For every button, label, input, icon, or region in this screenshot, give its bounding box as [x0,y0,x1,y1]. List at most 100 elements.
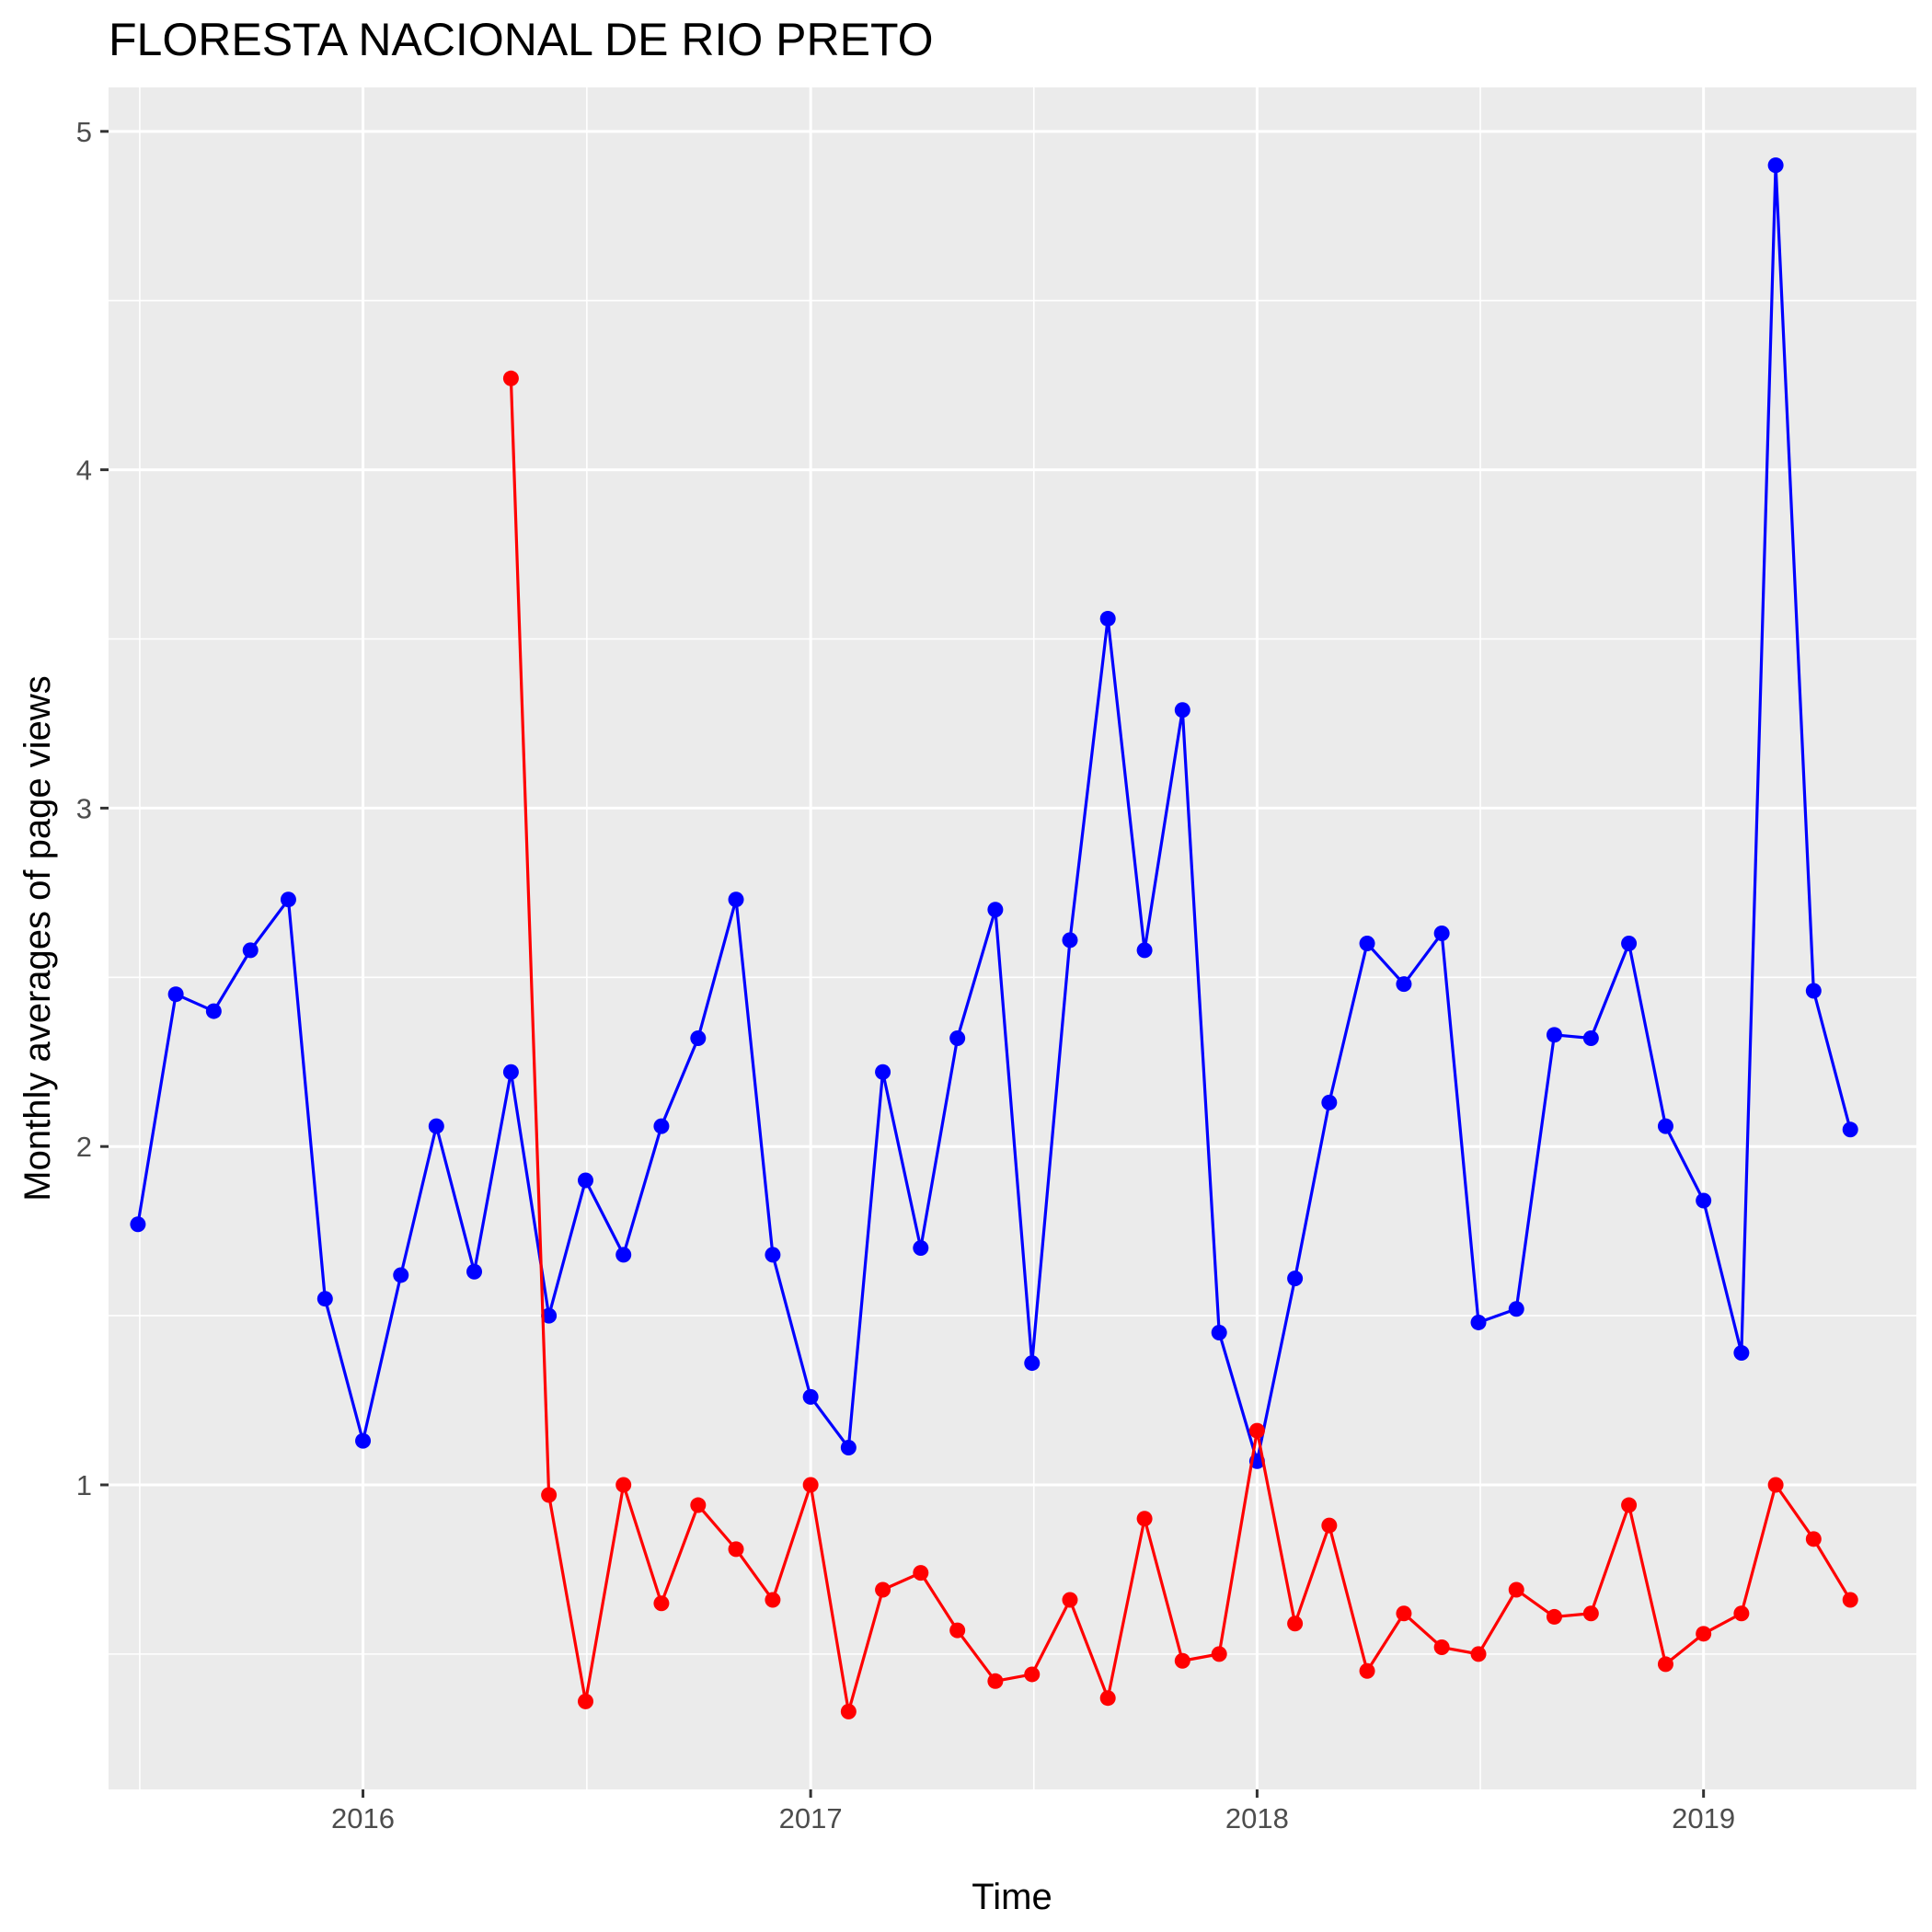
data-point-series-1 [913,1240,929,1257]
data-point-series-1 [167,986,184,1003]
data-point-series-1 [541,1307,558,1324]
data-point-series-1 [316,1291,333,1307]
data-point-series-1 [1767,157,1784,174]
data-point-series-1 [1842,1121,1858,1138]
x-tick-label: 2017 [779,1802,843,1834]
data-point-series-1 [1062,932,1078,949]
y-axis: 1 2 3 4 5 [76,116,109,1501]
data-point-series-1 [502,1064,519,1080]
data-point-series-1 [466,1263,483,1280]
data-point-series-2 [502,370,519,386]
data-point-series-1 [1546,1027,1562,1043]
data-point-series-2 [1657,1656,1673,1673]
data-point-series-2 [1470,1646,1487,1662]
data-point-series-2 [1024,1666,1041,1683]
data-point-series-1 [840,1440,857,1456]
data-point-series-1 [690,1030,707,1046]
data-point-series-1 [1805,983,1822,999]
data-point-series-1 [428,1118,444,1134]
y-tick-label: 4 [76,454,92,487]
data-point-series-1 [653,1118,670,1134]
data-point-series-1 [393,1267,409,1283]
data-point-series-1 [949,1030,966,1046]
data-point-series-2 [615,1477,632,1493]
data-point-series-2 [653,1595,670,1612]
series-layer [130,157,1858,1719]
data-point-series-1 [728,891,744,908]
data-point-series-2 [1621,1497,1638,1513]
data-point-series-2 [1174,1652,1190,1669]
grid-minor [109,87,1916,1789]
y-tick-label: 3 [76,792,92,824]
y-tick-label: 5 [76,116,92,148]
data-point-series-1 [205,1003,222,1019]
data-point-series-1 [1287,1271,1304,1287]
data-point-series-2 [1099,1690,1116,1707]
data-point-series-2 [1321,1517,1338,1534]
data-point-series-2 [875,1581,891,1598]
data-point-series-2 [1508,1581,1524,1598]
data-point-series-2 [690,1497,707,1513]
data-point-series-1 [1582,1030,1599,1046]
x-tick-label: 2018 [1225,1802,1289,1834]
data-point-series-1 [1099,610,1116,627]
data-point-series-2 [802,1477,819,1493]
data-point-series-1 [1359,936,1375,952]
y-tick-label: 2 [76,1131,92,1163]
x-axis: 2016 2017 2018 2019 [331,1789,1735,1834]
data-point-series-2 [1433,1639,1450,1656]
data-point-series-2 [1359,1662,1375,1679]
data-point-series-1 [615,1247,632,1263]
data-point-series-2 [765,1592,781,1608]
data-point-series-1 [1396,976,1412,993]
data-point-series-2 [1287,1616,1304,1632]
data-point-series-2 [1582,1605,1599,1622]
data-point-series-2 [1767,1477,1784,1493]
data-point-series-1 [1696,1192,1712,1209]
data-point-series-1 [1433,925,1450,941]
data-point-series-2 [1733,1605,1750,1622]
data-point-series-2 [1696,1626,1712,1642]
data-point-series-1 [1211,1324,1227,1340]
data-point-series-1 [1621,936,1638,952]
chart-title: FLORESTA NACIONAL DE RIO PRETO [109,14,933,65]
data-point-series-1 [355,1432,372,1449]
y-axis-title: Monthly averages of page views [17,675,58,1201]
data-point-series-2 [1211,1646,1227,1662]
data-point-series-2 [913,1565,929,1581]
data-point-series-1 [1136,942,1153,959]
data-point-series-2 [1136,1511,1153,1527]
data-point-series-1 [1508,1301,1524,1317]
x-tick-label: 2019 [1672,1802,1735,1834]
data-point-series-1 [280,891,296,908]
data-point-series-1 [802,1388,819,1405]
data-point-series-2 [1546,1608,1562,1625]
data-point-series-1 [578,1172,593,1189]
grid-major [109,87,1916,1789]
data-point-series-2 [987,1673,1004,1689]
data-point-series-1 [1657,1118,1673,1134]
y-tick-label: 1 [76,1469,92,1501]
data-point-series-2 [1062,1592,1078,1608]
data-point-series-2 [1842,1592,1858,1608]
x-axis-title: Time [972,1877,1052,1917]
data-point-series-2 [1396,1605,1412,1622]
x-tick-label: 2016 [331,1802,395,1834]
data-point-series-2 [578,1693,593,1709]
data-point-series-1 [1024,1355,1041,1372]
data-point-series-1 [130,1216,146,1233]
data-point-series-1 [875,1064,891,1080]
data-point-series-2 [840,1703,857,1719]
data-point-series-1 [765,1247,781,1263]
data-point-series-1 [1733,1345,1750,1362]
plot-panel [109,87,1916,1789]
data-point-series-2 [728,1541,744,1558]
data-point-series-1 [987,902,1004,918]
data-point-series-1 [1470,1314,1487,1330]
data-point-series-2 [1248,1422,1265,1439]
data-point-series-1 [1174,702,1190,719]
data-point-series-2 [541,1487,558,1503]
data-point-series-1 [1321,1094,1338,1110]
data-point-series-1 [242,942,259,959]
